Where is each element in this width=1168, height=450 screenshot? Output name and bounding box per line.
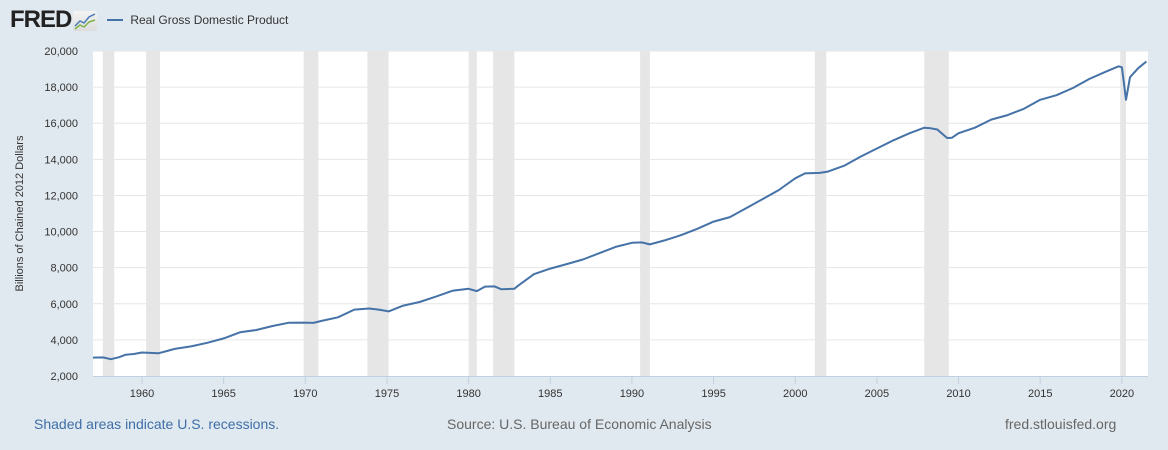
x-tick-label: 2015 — [1028, 388, 1052, 400]
recession-band — [1120, 51, 1126, 376]
series-line[interactable] — [92, 60, 1148, 361]
recession-band — [146, 51, 160, 376]
recession-note-link[interactable]: Shaded areas indicate U.S. recessions. — [34, 416, 280, 432]
x-tick-label: 2010 — [946, 388, 970, 400]
x-tick-label: 1975 — [375, 388, 399, 400]
x-tick-label: 2000 — [783, 388, 807, 400]
legend-swatch — [107, 19, 124, 21]
recession-band — [303, 51, 319, 376]
y-tick-label: 16,000 — [44, 118, 78, 130]
x-tick-label: 1990 — [620, 388, 644, 400]
legend-item[interactable]: Real Gross Domestic Product — [107, 13, 288, 27]
y-tick-label: 10,000 — [44, 227, 78, 239]
recession-band — [468, 51, 477, 376]
chart-line-icon — [73, 11, 98, 31]
x-tick-label: 2005 — [865, 388, 889, 400]
x-tick-label: 1995 — [701, 388, 725, 400]
y-tick-label: 18,000 — [44, 82, 78, 94]
x-tick-label: 1960 — [130, 388, 154, 400]
recession-band — [814, 51, 827, 376]
y-tick-label: 8,000 — [50, 263, 78, 275]
y-tick-label: 2,000 — [50, 371, 78, 383]
x-tick-label: 1965 — [211, 388, 235, 400]
chart-area: 2,000 4,000 6,000 8,000 10,000 12,000 14,000 16… — [0, 40, 1168, 400]
y-tick-label: 6,000 — [50, 299, 78, 311]
x-tick-label: 1980 — [456, 388, 480, 400]
chart-header: FRED Real Gross Domestic Product — [10, 5, 288, 35]
legend-label: Real Gross Domestic Product — [130, 13, 289, 27]
y-tick-label: 4,000 — [50, 335, 78, 347]
site-link[interactable]: fred.stlouisfed.org — [1005, 416, 1117, 432]
recession-band — [493, 51, 515, 376]
recession-band — [367, 51, 389, 376]
x-tick-label: 1970 — [293, 388, 317, 400]
plot-area — [93, 51, 1148, 376]
y-axis-title: Billions of Chained 2012 Dollars — [14, 135, 26, 291]
y-tick-label: 14,000 — [44, 154, 78, 166]
x-tick-label: 1985 — [538, 388, 562, 400]
recession-band — [102, 51, 115, 376]
source-note: Source: U.S. Bureau of Economic Analysis — [447, 416, 712, 432]
x-tick-label: 2020 — [1110, 388, 1134, 400]
recession-band — [924, 51, 949, 376]
line-chart: 2,000 4,000 6,000 8,000 10,000 12,000 14,000 16… — [14, 46, 1148, 400]
y-tick-label: 12,000 — [44, 190, 78, 202]
recession-band — [640, 51, 650, 376]
y-tick-label: 20,000 — [44, 46, 78, 58]
fred-logo[interactable]: FRED — [10, 6, 72, 33]
